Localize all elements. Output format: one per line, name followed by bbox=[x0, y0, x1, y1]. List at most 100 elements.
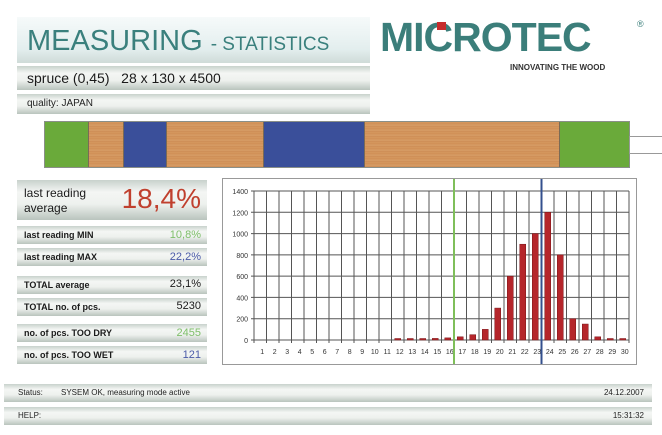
registered-mark: ® bbox=[637, 19, 644, 29]
board-segment-wet bbox=[263, 122, 364, 167]
stat-total-pcs: TOTAL no. of pcs. 5230 bbox=[17, 298, 207, 316]
x-tick-label: 20 bbox=[496, 349, 504, 356]
stat-too-dry: no. of pcs. TOO DRY 2455 bbox=[17, 324, 207, 342]
stat-value: 5230 bbox=[176, 300, 201, 312]
y-tick-label: 600 bbox=[236, 274, 248, 281]
x-tick-label: 12 bbox=[396, 349, 404, 356]
stat-total-average: TOTAL average 23,1% bbox=[17, 276, 207, 294]
stat-value: 10,8% bbox=[169, 229, 201, 241]
histogram-bar bbox=[594, 336, 601, 341]
board-segment-ok bbox=[166, 122, 264, 167]
y-tick-label: 0 bbox=[244, 338, 248, 345]
x-tick-label: 4 bbox=[298, 349, 302, 356]
y-tick-label: 400 bbox=[236, 295, 248, 302]
help-bar: HELP: 15:31:32 bbox=[4, 407, 652, 425]
x-tick-label: 13 bbox=[408, 349, 416, 356]
histogram-bar bbox=[619, 338, 626, 341]
board-end-stub bbox=[629, 136, 662, 154]
histogram-bar bbox=[444, 337, 451, 341]
page-title-main: MEASURING bbox=[27, 25, 203, 57]
board-segment-ok bbox=[363, 122, 559, 167]
stat-min: last reading MIN 10,8% bbox=[17, 226, 207, 244]
board-moisture-map bbox=[44, 121, 630, 168]
y-tick-label: 1400 bbox=[232, 189, 248, 196]
x-tick-label: 30 bbox=[621, 349, 629, 356]
stat-label: no. of pcs. TOO WET bbox=[24, 350, 114, 360]
stat-value: 18,4% bbox=[121, 183, 201, 214]
microtec-logo: MICROTEC ® INNOVATING THE WOOD bbox=[380, 14, 650, 74]
x-tick-label: 14 bbox=[421, 349, 429, 356]
x-tick-label: 11 bbox=[384, 349, 391, 356]
histogram-bar bbox=[432, 338, 439, 341]
y-tick-label: 200 bbox=[236, 317, 248, 324]
histogram-bar bbox=[457, 336, 464, 341]
histogram-bar bbox=[419, 338, 426, 341]
title-panel: MEASURING - STATISTICS bbox=[17, 17, 370, 63]
x-tick-label: 10 bbox=[371, 349, 379, 356]
x-tick-label: 6 bbox=[323, 349, 327, 356]
page-title-sub: - STATISTICS bbox=[210, 34, 330, 55]
x-tick-label: 18 bbox=[471, 349, 479, 356]
stat-value: 2455 bbox=[176, 327, 201, 339]
x-tick-label: 17 bbox=[458, 349, 466, 356]
x-tick-label: 25 bbox=[558, 349, 566, 356]
stat-label: average bbox=[24, 201, 68, 215]
stat-value: 121 bbox=[182, 349, 201, 361]
histogram-bar bbox=[407, 338, 414, 341]
x-tick-label: 7 bbox=[335, 349, 339, 356]
histogram-bar bbox=[607, 338, 614, 341]
y-tick-label: 1200 bbox=[232, 210, 248, 217]
stat-value: 23,1% bbox=[169, 278, 201, 290]
x-tick-label: 19 bbox=[483, 349, 491, 356]
histogram-bar bbox=[469, 334, 476, 341]
wood-spec-panel: spruce (0,45) 28 x 130 x 4500 bbox=[17, 66, 370, 90]
board-segment-wet bbox=[122, 122, 167, 167]
stat-label: last reading MIN bbox=[24, 230, 94, 240]
status-date: 24.12.2007 bbox=[603, 388, 644, 397]
stat-label: last reading bbox=[24, 186, 87, 200]
histogram-bar bbox=[544, 212, 551, 341]
y-tick-label: 800 bbox=[236, 253, 248, 260]
x-tick-label: 9 bbox=[360, 349, 364, 356]
x-tick-label: 8 bbox=[348, 349, 352, 356]
moisture-histogram: 0 200 400 600 800 1000 1200 1400 1 2 3 4 5 6 7 8 9 10 11 12… bbox=[222, 178, 637, 365]
x-tick-label: 2 bbox=[273, 349, 277, 356]
x-tick-label: 24 bbox=[546, 349, 554, 356]
stat-value: 22,2% bbox=[169, 251, 201, 263]
quality-label: quality: JAPAN bbox=[27, 98, 93, 109]
quality-panel: quality: JAPAN bbox=[17, 94, 370, 114]
y-tick-label: 1000 bbox=[232, 232, 248, 239]
histogram-bar bbox=[532, 233, 539, 341]
x-tick-label: 16 bbox=[446, 349, 454, 356]
histogram-bar bbox=[519, 243, 526, 341]
x-tick-label: 3 bbox=[285, 349, 289, 356]
x-tick-label: 27 bbox=[583, 349, 591, 356]
help-label: HELP: bbox=[18, 411, 42, 420]
wood-spec: spruce (0,45) 28 x 130 x 4500 bbox=[27, 70, 221, 86]
logo-tagline: INNOVATING THE WOOD bbox=[510, 63, 606, 72]
x-tick-label: 1 bbox=[260, 349, 264, 356]
histogram-bar bbox=[582, 323, 589, 341]
status-label: Status: bbox=[18, 388, 43, 397]
status-time: 15:31:32 bbox=[612, 411, 644, 420]
histogram-bar bbox=[482, 329, 489, 341]
x-tick-label: 28 bbox=[596, 349, 604, 356]
histogram-bar bbox=[557, 254, 564, 341]
stat-max: last reading MAX 22,2% bbox=[17, 248, 207, 266]
x-tick-label: 15 bbox=[433, 349, 441, 356]
x-tick-label: 21 bbox=[508, 349, 516, 356]
histogram-bar bbox=[507, 275, 514, 341]
stat-last-average: last reading average 18,4% bbox=[17, 180, 207, 220]
histogram-bar bbox=[394, 338, 401, 341]
stat-label: TOTAL average bbox=[24, 280, 90, 290]
board-segment-ok bbox=[87, 122, 123, 167]
logo-wordmark: MICROTEC bbox=[380, 14, 592, 60]
page-title: MEASURING - STATISTICS bbox=[27, 25, 329, 58]
histogram-bar bbox=[569, 318, 576, 341]
board-segment-dry bbox=[45, 122, 88, 167]
board-segment-dry bbox=[558, 122, 629, 167]
x-tick-label: 22 bbox=[521, 349, 529, 356]
x-tick-label: 29 bbox=[608, 349, 616, 356]
status-text: SYSEM OK, measuring mode active bbox=[61, 388, 190, 397]
status-bar: Status: SYSEM OK, measuring mode active … bbox=[4, 384, 652, 402]
